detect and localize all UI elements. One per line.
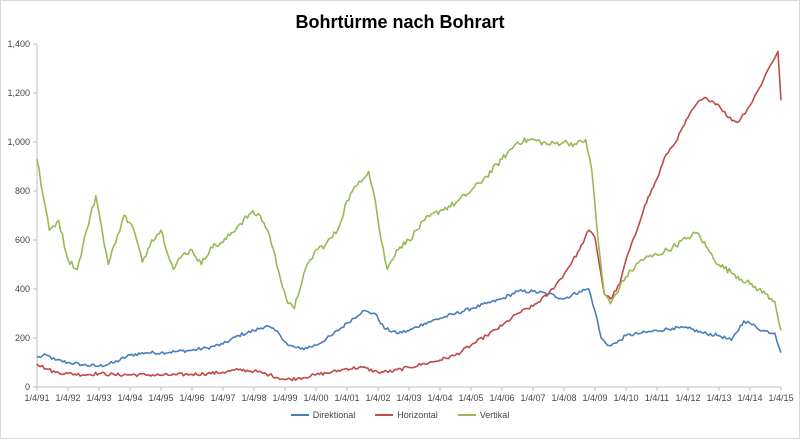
x-tick-label: 1/4/04 <box>427 393 452 403</box>
series-line-vertikal <box>36 137 782 331</box>
legend-swatch <box>375 414 394 416</box>
x-tick-label: 1/4/14 <box>737 393 762 403</box>
y-tick-label: 1,000 <box>7 137 30 147</box>
x-tick-label: 1/4/02 <box>365 393 390 403</box>
legend-item-horizontal: Horizontal <box>375 410 438 420</box>
x-tick-label: 1/4/07 <box>520 393 545 403</box>
chart-title: Bohrtürme nach Bohrart <box>295 12 505 32</box>
x-tick-label: 1/4/09 <box>582 393 607 403</box>
x-tick-label: 1/4/91 <box>24 393 49 403</box>
x-tick-label: 1/4/13 <box>706 393 731 403</box>
x-tick-label: 1/4/95 <box>148 393 173 403</box>
y-tick-label: 1,400 <box>7 39 30 49</box>
x-tick-label: 1/4/06 <box>489 393 514 403</box>
x-tick-label: 1/4/94 <box>117 393 142 403</box>
legend-label: Horizontal <box>397 410 438 420</box>
series-line-horizontal <box>36 50 782 382</box>
x-tick-label: 1/4/05 <box>458 393 483 403</box>
y-tick-label: 200 <box>15 333 30 343</box>
y-tick-label: 1,200 <box>7 88 30 98</box>
x-tick-label: 1/4/93 <box>86 393 111 403</box>
x-tick-label: 1/4/98 <box>241 393 266 403</box>
legend-swatch <box>290 414 309 416</box>
x-tick-label: 1/4/00 <box>303 393 328 403</box>
x-tick-label: 1/4/99 <box>272 393 297 403</box>
y-tick-label: 600 <box>15 235 30 245</box>
legend: Direktional Horizontal Vertikal <box>0 408 800 420</box>
x-tick-label: 1/4/97 <box>210 393 235 403</box>
x-tick-label: 1/4/01 <box>334 393 359 403</box>
x-tick-label: 1/4/92 <box>55 393 80 403</box>
y-tick-label: 0 <box>25 382 30 392</box>
y-tick-label: 400 <box>15 284 30 294</box>
x-tick-label: 1/4/11 <box>645 393 669 403</box>
y-tick-label: 800 <box>15 186 30 196</box>
x-tick-label: 1/4/03 <box>396 393 421 403</box>
legend-label: Direktional <box>312 410 356 420</box>
legend-item-direktional: Direktional <box>290 410 356 420</box>
x-tick-label: 1/4/12 <box>675 393 700 403</box>
legend-item-vertikal: Vertikal <box>457 410 510 420</box>
legend-label: Vertikal <box>479 410 510 420</box>
legend-swatch <box>457 414 476 416</box>
series-line-direktional <box>36 288 782 368</box>
x-tick-label: 1/4/08 <box>551 393 576 403</box>
x-tick-label: 1/4/96 <box>179 393 204 403</box>
x-tick-label: 1/4/15 <box>768 393 793 403</box>
x-tick-label: 1/4/10 <box>613 393 638 403</box>
